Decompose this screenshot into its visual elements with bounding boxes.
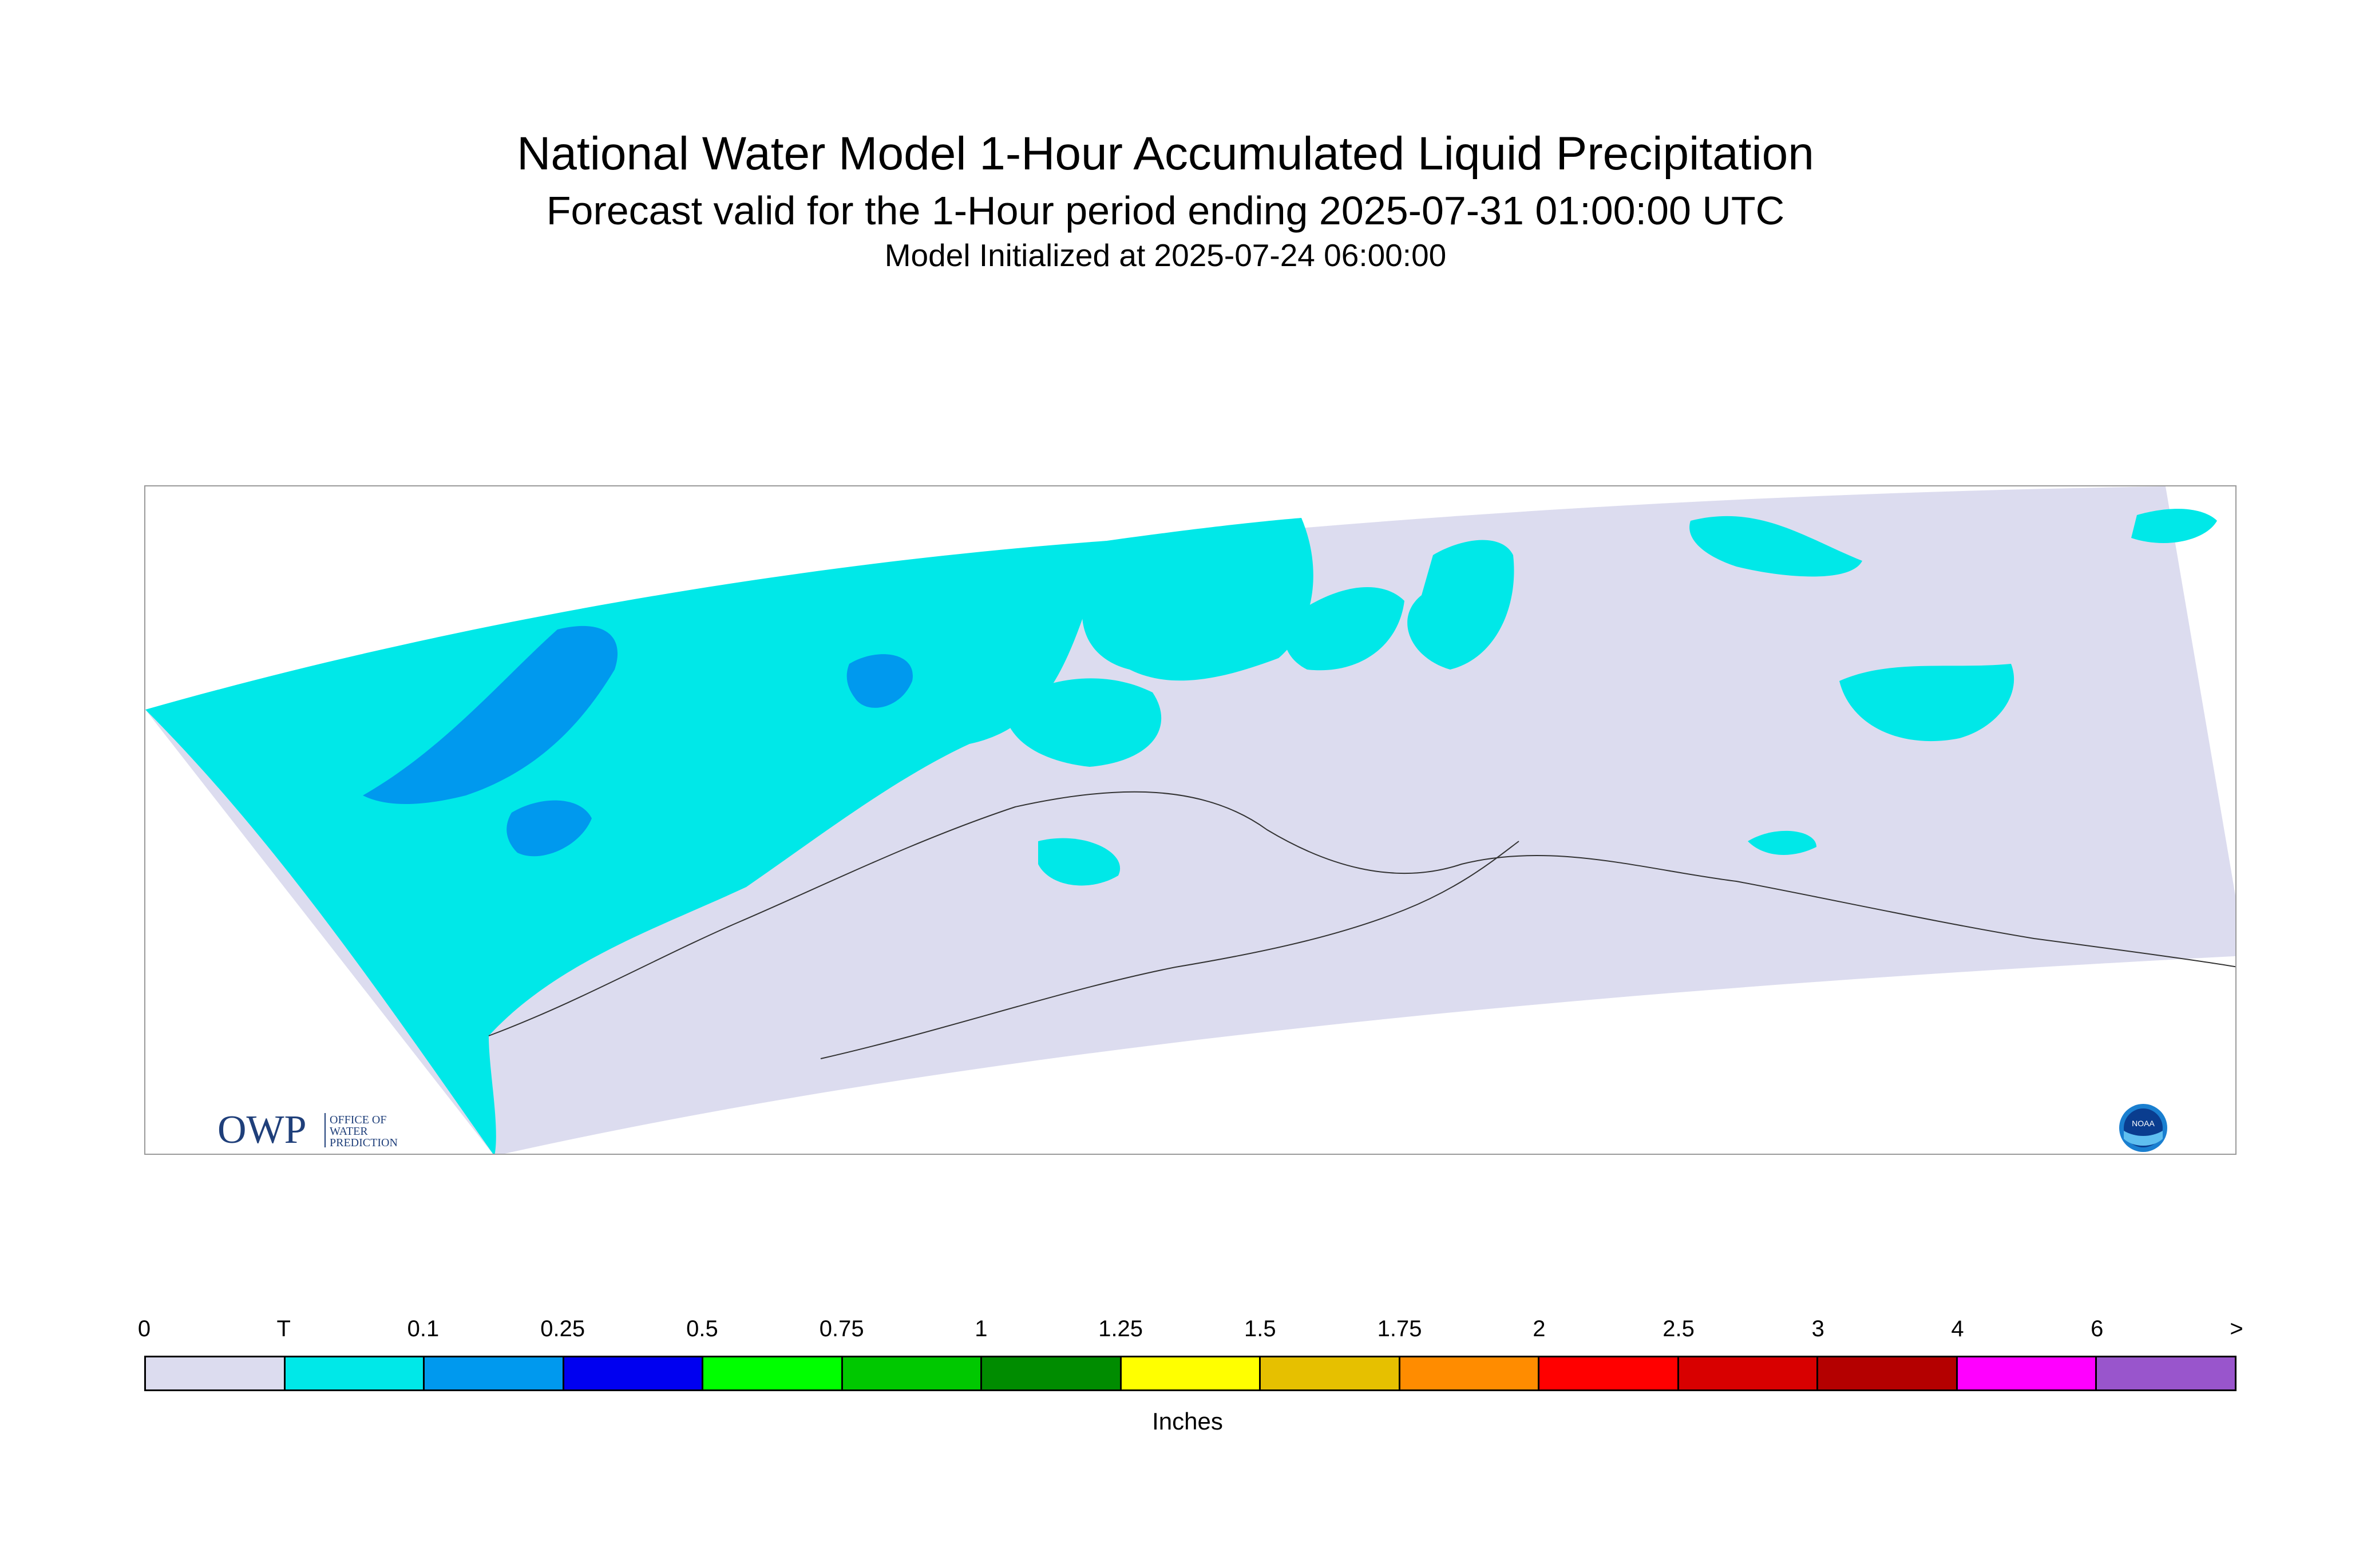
legend-tick-label: 1 — [975, 1316, 988, 1341]
legend-swatch-14 — [2097, 1357, 2235, 1389]
legend-tick-label: 1.25 — [1098, 1316, 1143, 1341]
light-precip-cell-3 — [846, 654, 913, 708]
legend-tick-label: > — [2230, 1316, 2243, 1341]
coastline — [488, 791, 2235, 1036]
map-subtitle: Forecast valid for the 1-Hour period end… — [546, 188, 1785, 233]
legend-swatch-0 — [146, 1357, 286, 1389]
trace-precip-cell-3 — [1407, 540, 1514, 670]
legend-tick-label: 2.5 — [1662, 1316, 1695, 1341]
legend-tick-label: 0.5 — [686, 1316, 718, 1341]
legend-swatch-12 — [1818, 1357, 1958, 1389]
trace-precip-cell-2 — [1284, 587, 1404, 671]
legend-tick-label: T — [276, 1316, 291, 1341]
legend-swatch-5 — [842, 1357, 983, 1389]
coastline-peninsula — [820, 841, 1519, 1059]
legend-colorbar — [144, 1356, 2237, 1391]
legend-swatch-6 — [982, 1357, 1122, 1389]
legend-tick-label: 0 — [137, 1316, 151, 1341]
trace-precip-cell-5 — [1839, 664, 2014, 742]
legend-swatch-1 — [285, 1357, 425, 1389]
legend-tick-label: 1.5 — [1244, 1316, 1276, 1341]
light-precip-cell-2 — [506, 800, 592, 857]
legend-swatch-9 — [1400, 1357, 1540, 1389]
owp-caption-2: WATER — [330, 1125, 368, 1138]
noaa-logo-text: NOAA — [2132, 1119, 2155, 1128]
light-precip-cell-1 — [363, 625, 618, 804]
legend-swatch-8 — [1261, 1357, 1400, 1389]
legend-tick-label: 2 — [1533, 1316, 1546, 1341]
precipitation-map — [144, 485, 2237, 1155]
trace-precip-cell-7 — [1748, 830, 1816, 855]
legend-swatch-11 — [1679, 1357, 1819, 1389]
legend-tick-label: 1.75 — [1377, 1316, 1422, 1341]
legend-swatch-7 — [1121, 1357, 1261, 1389]
legend-swatch-10 — [1539, 1357, 1679, 1389]
trace-precip-cell-8 — [1038, 838, 1121, 886]
owp-logo-text: OWP — [217, 1108, 307, 1152]
init-time: Model Initialized at 2025-07-24 06:00:00 — [884, 237, 1447, 273]
noaa-logo: NOAA — [2119, 1103, 2168, 1153]
legend-swatch-2 — [425, 1357, 564, 1389]
legend-tick-label: 0.75 — [819, 1316, 864, 1341]
owp-caption-1: OFFICE OF — [330, 1114, 386, 1126]
trace-precip-cell-4 — [1689, 516, 1862, 577]
trace-precip-cell-1 — [1004, 678, 1162, 767]
legend-tick-label: 3 — [1811, 1316, 1824, 1341]
legend-units: Inches — [1152, 1408, 1223, 1435]
owp-logo: OWP OFFICE OF WATER PREDICTION — [217, 1107, 423, 1153]
legend-tick-label: 4 — [1951, 1316, 1964, 1341]
legend-swatch-4 — [703, 1357, 843, 1389]
owp-caption-3: PREDICTION — [330, 1137, 398, 1149]
legend-swatch-3 — [564, 1357, 704, 1389]
map-title: National Water Model 1-Hour Accumulated … — [517, 128, 1814, 180]
legend-swatch-13 — [1957, 1357, 2097, 1389]
trace-precip-central — [1082, 518, 1313, 681]
trace-precip-cell-6 — [2131, 509, 2217, 543]
map-svg — [145, 486, 2235, 1154]
legend-tick-label: 0.25 — [540, 1316, 585, 1341]
legend-tick-label: 0.1 — [407, 1316, 440, 1341]
legend-tick-label: 6 — [2091, 1316, 2104, 1341]
